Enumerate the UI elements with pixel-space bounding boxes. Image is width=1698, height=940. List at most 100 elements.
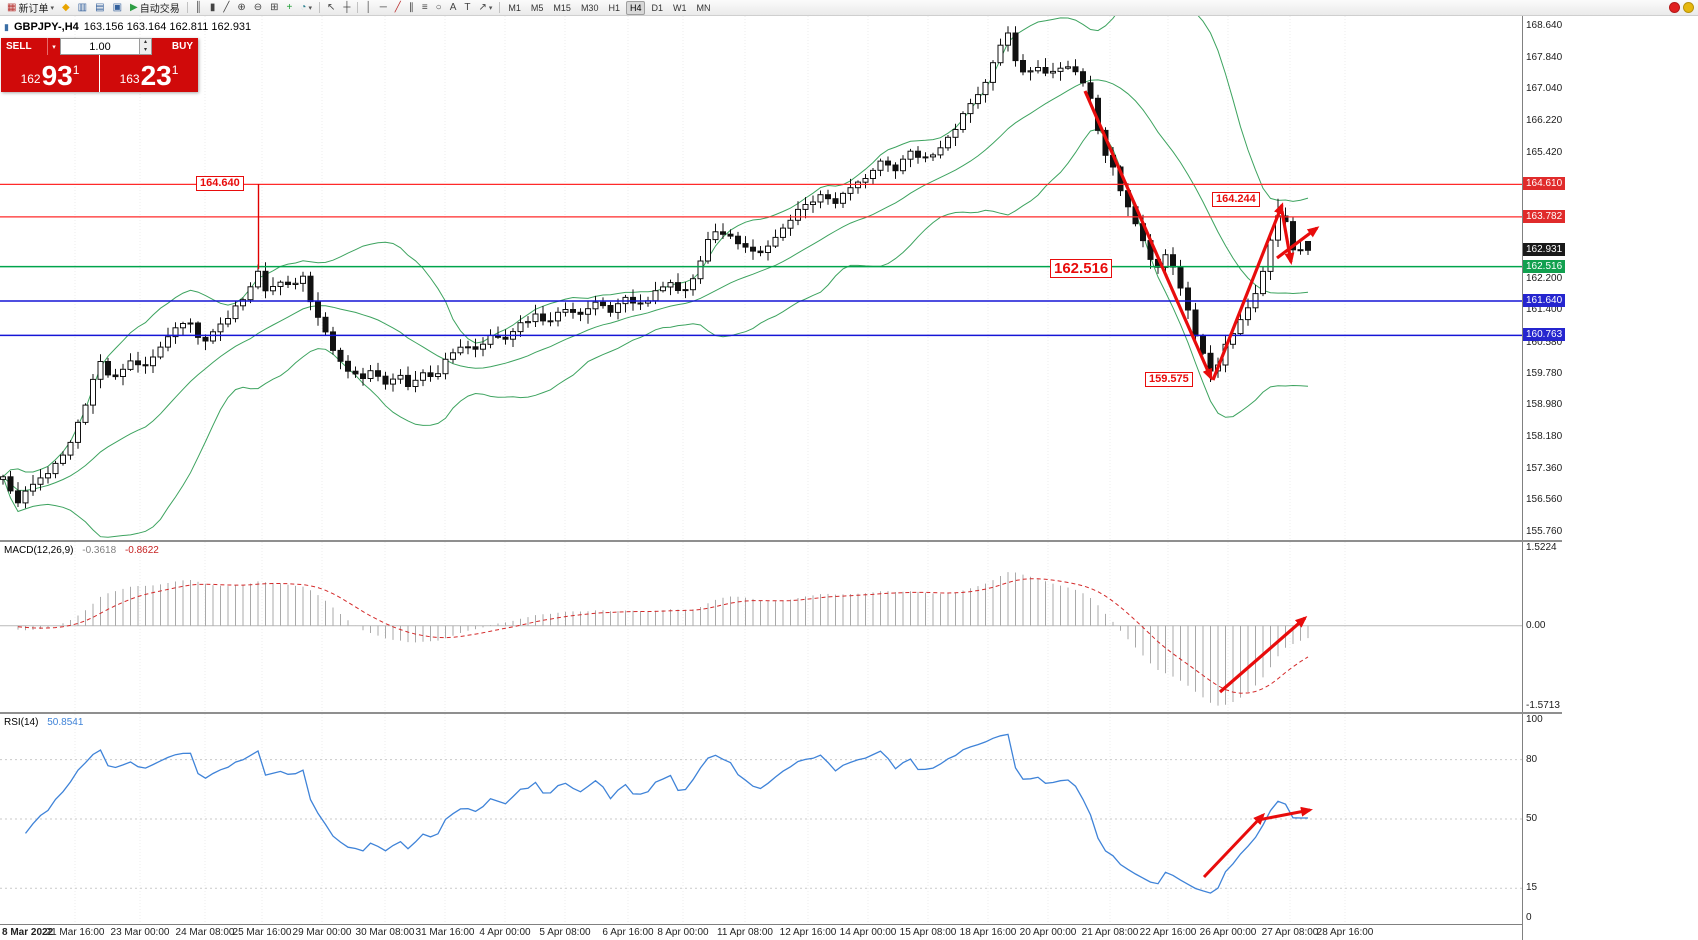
toolbar-separator	[357, 2, 359, 13]
rsi-canvas[interactable]	[0, 714, 1522, 924]
buy-label[interactable]: BUY	[152, 38, 198, 55]
label-button[interactable]: T	[460, 1, 474, 15]
trendline-button[interactable]: ╱	[391, 1, 405, 15]
data-window-button[interactable]: ▥	[74, 1, 91, 15]
sell-dropdown-caret-icon[interactable]: ▾	[47, 38, 60, 55]
candlestick-chart-button[interactable]: ▮	[206, 1, 220, 15]
tile-windows-icon: ⊞	[270, 2, 279, 13]
price-tag: 162.931	[1523, 243, 1566, 257]
toolbar: ▦ 新订单 ▾ ◆ ▥ ▤ ▣ ▶ 自动交易 ║ ▮ ╱ ⊕ ⊖ ⊞ + ◔ ▾ ↖ ┼ │ ─ ╱ ∥ ≡ ○ A T ↗ ▾ M1 M5…	[0, 0, 1698, 16]
price-tick-label: 168.640	[1526, 20, 1563, 32]
stepper-down-icon[interactable]: ▾	[140, 46, 151, 54]
price-tick-label: 158.980	[1526, 399, 1563, 411]
timeframe-m1-button[interactable]: M1	[508, 2, 521, 13]
timeframe-mn-button[interactable]: MN	[696, 2, 711, 13]
sell-label[interactable]: SELL	[1, 38, 47, 55]
bar-chart-button[interactable]: ║	[191, 1, 206, 15]
sell-price-prefix: 162	[20, 72, 41, 86]
tile-windows-button[interactable]: ⊞	[266, 1, 282, 15]
timeframe-d1-button[interactable]: D1	[651, 2, 663, 13]
cursor-icon: ↖	[326, 2, 336, 13]
time-axis[interactable]: 8 Mar 2022 21 Mar 16:00 23 Mar 00:00 24 Mar…	[0, 924, 1562, 940]
zoom-in-icon: ⊕	[237, 2, 246, 13]
toolbar-status-area	[1669, 2, 1694, 13]
price-tick-label: 162.200	[1526, 272, 1563, 284]
shapes-button[interactable]: ○	[432, 1, 446, 15]
macd-tick-label: 0.00	[1526, 619, 1546, 631]
volume-stepper[interactable]: ▴ ▾	[140, 38, 152, 55]
timeframe-m5-button[interactable]: M5	[530, 2, 544, 13]
new-order-button[interactable]: ▦ 新订单 ▾	[3, 1, 58, 15]
navigator-icon: ▤	[95, 2, 105, 13]
timeframe-m30-button[interactable]: M30	[580, 2, 599, 13]
macd-signal-value: -0.8622	[124, 545, 159, 556]
crosshair-icon: ┼	[343, 2, 351, 13]
timeframe-w1-button[interactable]: W1	[673, 2, 687, 13]
macd-tick-label: -1.5713	[1526, 700, 1560, 711]
autotrading-button[interactable]: ▶ 自动交易	[126, 1, 184, 15]
price-tick-label: 161.400	[1526, 304, 1563, 316]
status-red-circle[interactable]	[1669, 2, 1680, 13]
zoom-out-icon: ⊖	[253, 2, 263, 13]
time-label: 21 Mar 16:00	[45, 927, 105, 938]
shapes-icon: ○	[435, 2, 442, 13]
time-label: 5 Apr 08:00	[539, 927, 591, 938]
terminal-button[interactable]: ▣	[109, 1, 126, 15]
price-tick-label: 167.040	[1526, 83, 1563, 94]
time-label: 21 Apr 08:00	[1081, 927, 1139, 938]
panel-separator[interactable]	[0, 540, 1562, 542]
timeframe-h4-button[interactable]: H4	[625, 0, 646, 15]
trend-arrow[interactable]	[1257, 806, 1313, 822]
cursor-button[interactable]: ↖	[323, 1, 339, 15]
stepper-up-icon[interactable]: ▴	[140, 39, 151, 47]
trend-arrow[interactable]	[1218, 616, 1308, 694]
text-button[interactable]: A	[446, 1, 461, 15]
macd-name: MACD(12,26,9)	[4, 545, 74, 556]
price-tag: 161.640	[1523, 293, 1566, 307]
time-label: 30 Mar 08:00	[355, 927, 415, 938]
time-label: 4 Apr 00:00	[479, 927, 531, 938]
price-tick-label: 167.840	[1526, 51, 1563, 63]
price-tick-label: 165.420	[1526, 146, 1563, 158]
trend-arrow[interactable]	[1211, 202, 1284, 381]
periods-button[interactable]: ◔ ▾	[296, 1, 316, 15]
status-yellow-circle[interactable]	[1683, 2, 1694, 13]
zoom-out-button[interactable]: ⊖	[250, 1, 266, 15]
buy-price-button[interactable]: 163 23 1	[100, 55, 198, 92]
sell-price-button[interactable]: 162 93 1	[1, 55, 99, 92]
chart-icon: ▮	[4, 21, 9, 32]
sell-price-big: 93	[41, 60, 73, 91]
vertical-line-icon: │	[365, 2, 372, 13]
navigator-button[interactable]: ▤	[91, 1, 108, 15]
horizontal-line-button[interactable]: ─	[376, 1, 391, 15]
price-chart-canvas[interactable]	[0, 16, 1522, 540]
timeframe-h1-button[interactable]: H1	[608, 2, 620, 13]
add-indicator-button[interactable]: +	[283, 1, 297, 15]
volume-input[interactable]	[60, 38, 140, 55]
price-tick-label: 155.760	[1526, 525, 1563, 537]
line-chart-icon: ╱	[223, 2, 230, 13]
price-axis[interactable]: 168.640 167.840 167.040 166.220 165.420 162.2…	[1522, 16, 1566, 940]
channel-button[interactable]: ∥	[405, 1, 418, 15]
trend-arrow[interactable]	[1202, 812, 1266, 879]
price-tick-label: 156.560	[1526, 494, 1563, 506]
market-watch-icon: ◆	[61, 2, 70, 13]
crosshair-button[interactable]: ┼	[339, 1, 354, 15]
time-label: 18 Apr 16:00	[959, 927, 1017, 938]
ohlc-values: 163.156 163.164 162.811 162.931	[83, 21, 252, 33]
vertical-line-button[interactable]: │	[361, 1, 375, 15]
zoom-in-button[interactable]: ⊕	[233, 1, 249, 15]
trend-arrow[interactable]	[1083, 90, 1213, 381]
panel-separator[interactable]	[0, 712, 1562, 714]
market-watch-button[interactable]: ◆	[58, 1, 74, 15]
trend-arrow[interactable]	[1276, 226, 1320, 260]
fibonacci-button[interactable]: ≡	[418, 1, 432, 15]
trend-arrow[interactable]	[1280, 210, 1295, 265]
price-tick-label: 166.220	[1526, 115, 1563, 127]
timeframe-m15-button[interactable]: M15	[553, 2, 571, 13]
price-tick-label: 160.580	[1526, 336, 1563, 348]
arrows-button[interactable]: ↗ ▾	[474, 1, 496, 15]
line-chart-button[interactable]: ╱	[219, 1, 233, 15]
macd-canvas[interactable]	[0, 542, 1522, 712]
time-label: 6 Apr 16:00	[602, 927, 654, 938]
